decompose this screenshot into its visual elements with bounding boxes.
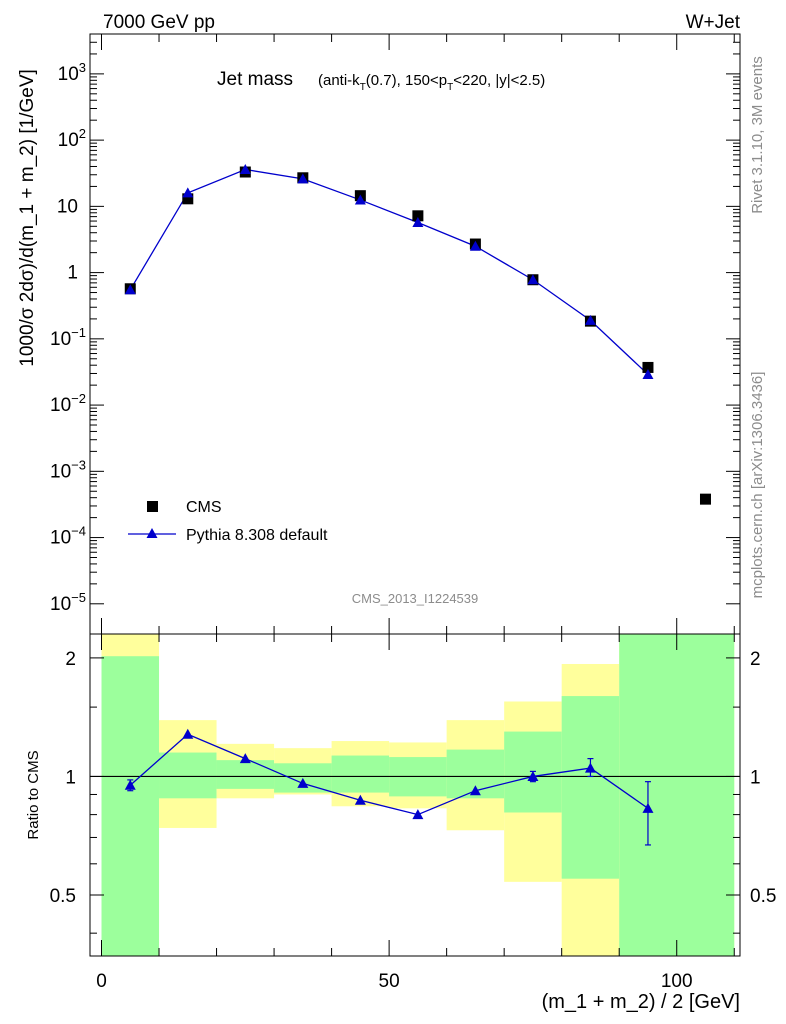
ratio-panel: 0.5 0.5 1 1 2 2 0 50 100 Ratio to CMS (m_1 + m_2… xyxy=(25,633,776,1013)
pythia-data-point xyxy=(642,368,654,379)
ratio-stat-band xyxy=(561,696,620,879)
ratio-y-tick-label-right: 1 xyxy=(750,767,761,788)
ratio-data-point xyxy=(354,794,366,805)
ratio-data-point xyxy=(182,728,194,739)
chart-subtitle: (anti-kT(0.7), 150<pT<220, |y|<2.5) xyxy=(318,72,545,93)
rivet-version-label: Rivet 3.1.10, 3M events xyxy=(749,56,766,214)
x-axis-label: (m_1 + m_2) / 2 [GeV] xyxy=(542,991,740,1013)
main-y-axis-label: 1000/σ 2dσ)/d(m_1 + m_2) [1/GeV] xyxy=(17,69,38,367)
ratio-y-tick-label-right: 0.5 xyxy=(750,886,776,907)
process-label: W+Jet xyxy=(686,12,741,33)
ratio-y-tick-label: 0.5 xyxy=(50,886,76,907)
legend-pythia-label: Pythia 8.308 default xyxy=(186,527,328,544)
main-axis-ticks: 10−5 10−4 10−3 10−2 10−1 1 10 102 103 xyxy=(50,33,740,634)
pythia-data-point xyxy=(412,217,424,228)
ratio-data-point xyxy=(469,785,481,796)
cms-data-point xyxy=(412,210,424,222)
ratio-axis-ticks: 0.5 0.5 1 1 2 2 0 50 100 xyxy=(50,634,776,992)
ratio-stat-band xyxy=(159,752,217,799)
cms-data-point xyxy=(182,193,194,205)
pythia-data-point xyxy=(182,187,194,198)
main-frame xyxy=(89,33,741,635)
ratio-data-point xyxy=(412,809,424,820)
source-label: mcplots.cern.ch [arXiv:1306.3436] xyxy=(749,372,766,599)
pythia-data-point xyxy=(527,274,539,285)
pythia-data-point xyxy=(239,164,251,175)
cms-data-point xyxy=(699,493,711,505)
ratio-y-tick-label: 2 xyxy=(65,649,76,670)
ratio-y-tick-label: 1 xyxy=(65,767,76,788)
main-y-tick-label: 103 xyxy=(58,60,86,85)
ratio-frame xyxy=(89,633,741,957)
ratio-data-point xyxy=(239,753,251,764)
analysis-watermark: CMS_2013_I1224539 xyxy=(352,591,479,606)
ratio-y-tick-label-right: 2 xyxy=(750,649,761,670)
pythia-data-point xyxy=(469,240,481,251)
main-y-tick-label: 10−2 xyxy=(50,391,86,416)
ratio-data-point xyxy=(584,762,596,773)
x-tick-label: 0 xyxy=(96,971,107,992)
ratio-uncertainty-bands xyxy=(90,634,740,956)
ratio-stat-band xyxy=(619,634,735,956)
main-series xyxy=(124,164,711,505)
energy-label: 7000 GeV pp xyxy=(103,12,215,33)
ratio-y-axis-label: Ratio to CMS xyxy=(25,750,42,839)
ratio-series xyxy=(124,728,654,846)
ratio-data-point xyxy=(642,802,654,813)
ratio-data-point xyxy=(124,779,136,790)
x-tick-label: 100 xyxy=(661,971,693,992)
pythia-data-point xyxy=(124,284,136,295)
pythia-line xyxy=(129,168,649,375)
pythia-data-point xyxy=(297,173,309,184)
ratio-stat-band xyxy=(216,760,275,789)
ratio-pythia-line xyxy=(129,733,649,816)
main-y-tick-label: 10−4 xyxy=(50,524,86,549)
main-y-tick-label: 10−3 xyxy=(50,457,86,482)
main-y-tick-label: 10−1 xyxy=(50,325,86,350)
pythia-data-point xyxy=(354,194,366,205)
legend-cms-marker xyxy=(147,501,158,512)
legend-pythia-marker xyxy=(146,528,158,538)
main-y-tick-label: 10−5 xyxy=(50,590,86,615)
legend-cms-label: CMS xyxy=(186,499,222,516)
cms-data-point xyxy=(642,361,654,373)
legend: CMS Pythia 8.308 default xyxy=(128,499,328,544)
ratio-stat-band xyxy=(101,656,160,956)
ratio-data-point xyxy=(527,770,539,781)
ratio-data-point xyxy=(297,777,309,788)
ratio-stat-band xyxy=(331,755,390,793)
main-y-tick-label: 102 xyxy=(58,126,86,151)
main-y-tick-label: 10 xyxy=(57,196,78,217)
chart-title: Jet mass xyxy=(217,69,293,90)
pythia-data-point xyxy=(584,314,596,325)
main-panel: Jet mass (anti-kT(0.7), 150<pT<220, |y|<… xyxy=(17,33,741,635)
x-tick-label: 50 xyxy=(379,971,400,992)
main-y-tick-label: 1 xyxy=(67,263,78,284)
